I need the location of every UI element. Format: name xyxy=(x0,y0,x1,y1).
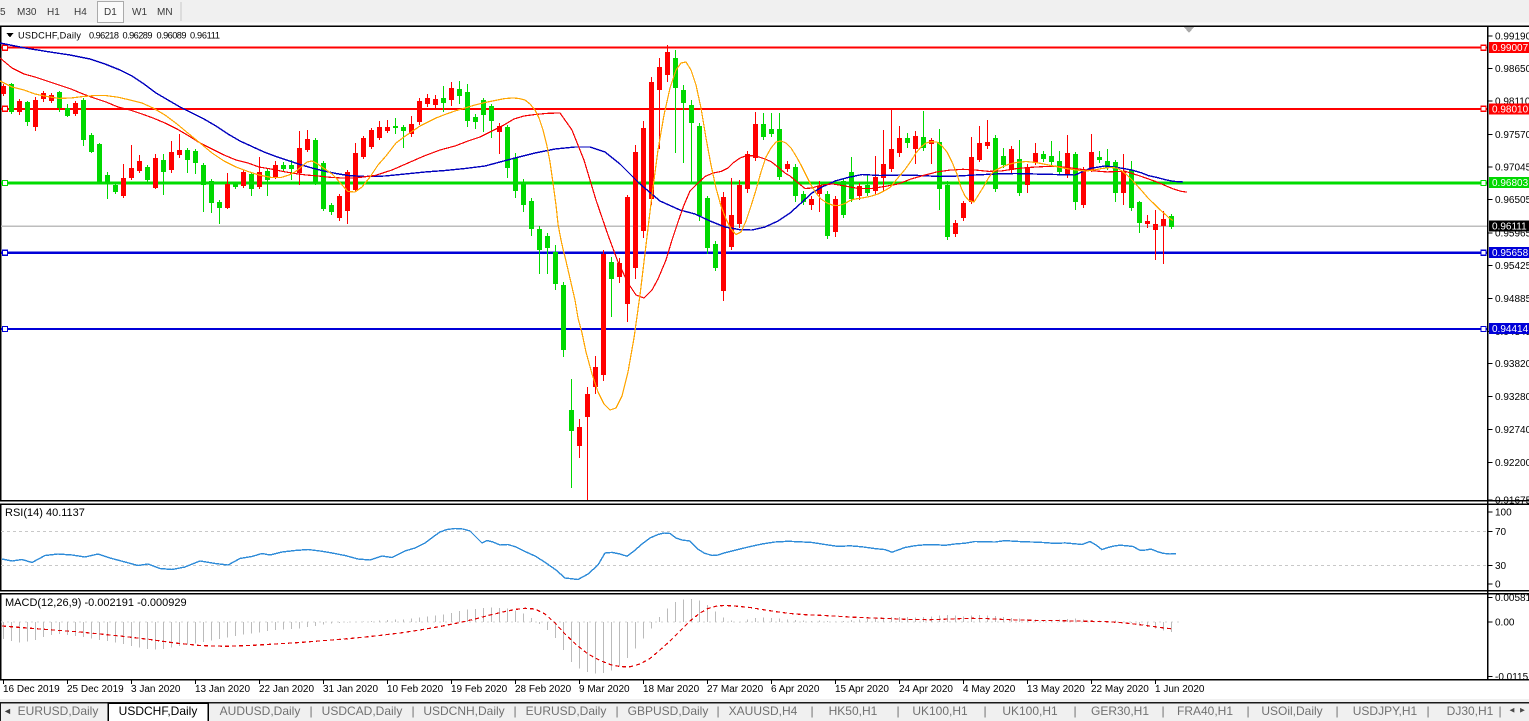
svg-text:|: | xyxy=(1073,704,1076,718)
svg-text:18 Mar 2020: 18 Mar 2020 xyxy=(643,684,700,695)
svg-text:|: | xyxy=(983,704,986,718)
svg-text:30: 30 xyxy=(1495,561,1507,572)
svg-text:100: 100 xyxy=(1495,508,1512,519)
svg-text:0.96111: 0.96111 xyxy=(190,31,220,41)
svg-text:28 Feb 2020: 28 Feb 2020 xyxy=(515,684,572,695)
svg-text:0.00: 0.00 xyxy=(1495,618,1515,629)
svg-text:25 Dec 2019: 25 Dec 2019 xyxy=(67,684,124,695)
svg-text:3 Jan 2020: 3 Jan 2020 xyxy=(131,684,181,695)
svg-text:0.98650: 0.98650 xyxy=(1495,64,1529,75)
svg-text:0.92740: 0.92740 xyxy=(1495,425,1529,436)
svg-text:22 Jan 2020: 22 Jan 2020 xyxy=(259,684,314,695)
svg-text:0.94885: 0.94885 xyxy=(1495,294,1529,305)
svg-text:13 May 2020: 13 May 2020 xyxy=(1027,684,1085,695)
svg-text:5: 5 xyxy=(0,7,6,18)
svg-text:|: | xyxy=(411,704,414,718)
svg-text:HK50,H1: HK50,H1 xyxy=(829,704,878,718)
svg-text:|: | xyxy=(716,704,719,718)
svg-text:XAUUSD,H4: XAUUSD,H4 xyxy=(729,704,798,718)
svg-text:|: | xyxy=(810,704,813,718)
svg-text:|: | xyxy=(1498,704,1501,718)
svg-text:|: | xyxy=(513,704,516,718)
svg-text:0.91675: 0.91675 xyxy=(1495,496,1529,507)
svg-text:6 Apr 2020: 6 Apr 2020 xyxy=(771,684,820,695)
svg-text:31 Jan 2020: 31 Jan 2020 xyxy=(323,684,378,695)
svg-text:0.99190: 0.99190 xyxy=(1495,31,1529,42)
svg-text:UK100,H1: UK100,H1 xyxy=(1002,704,1058,718)
svg-text:USOil,Daily: USOil,Daily xyxy=(1261,704,1322,718)
svg-text:24 Apr 2020: 24 Apr 2020 xyxy=(899,684,953,695)
svg-text:AUDUSD,Daily: AUDUSD,Daily xyxy=(220,704,301,718)
svg-text:0.96289: 0.96289 xyxy=(123,31,153,41)
svg-text:0: 0 xyxy=(1495,580,1501,591)
svg-text:0.94414: 0.94414 xyxy=(1492,324,1529,335)
svg-text:EURUSD,Daily: EURUSD,Daily xyxy=(526,704,607,718)
svg-text:|: | xyxy=(1246,704,1249,718)
svg-text:►: ► xyxy=(1519,706,1527,715)
svg-text:0.98010: 0.98010 xyxy=(1492,104,1529,115)
svg-text:EURUSD,Daily: EURUSD,Daily xyxy=(18,704,99,718)
svg-text:0.93280: 0.93280 xyxy=(1495,392,1529,403)
svg-text:0.96089: 0.96089 xyxy=(157,31,187,41)
svg-text:|: | xyxy=(309,704,312,718)
svg-text:0.95425: 0.95425 xyxy=(1495,261,1529,272)
svg-text:|: | xyxy=(615,704,618,718)
svg-text:22 May 2020: 22 May 2020 xyxy=(1091,684,1149,695)
svg-text:|: | xyxy=(896,704,899,718)
svg-text:USDCAD,Daily: USDCAD,Daily xyxy=(322,704,403,718)
svg-text:0.95658: 0.95658 xyxy=(1492,248,1529,259)
svg-text:0.005818: 0.005818 xyxy=(1495,593,1529,604)
svg-text:0.96111: 0.96111 xyxy=(1492,221,1527,232)
svg-text:0.92200: 0.92200 xyxy=(1495,458,1529,469)
svg-text:16 Dec 2019: 16 Dec 2019 xyxy=(3,684,60,695)
svg-text:70: 70 xyxy=(1495,527,1507,538)
svg-text:H4: H4 xyxy=(74,7,87,18)
svg-text:27 Mar 2020: 27 Mar 2020 xyxy=(707,684,764,695)
svg-text:19 Feb 2020: 19 Feb 2020 xyxy=(451,684,508,695)
svg-text:◄: ◄ xyxy=(3,706,12,716)
svg-text:0.96505: 0.96505 xyxy=(1495,195,1529,206)
svg-text:0.95965: 0.95965 xyxy=(1495,228,1529,239)
svg-text:0.98110: 0.98110 xyxy=(1495,97,1529,108)
svg-text:9 Mar 2020: 9 Mar 2020 xyxy=(579,684,630,695)
svg-text:D1: D1 xyxy=(104,7,117,18)
svg-text:USDCNH,Daily: USDCNH,Daily xyxy=(423,704,504,718)
svg-text:W1: W1 xyxy=(132,7,147,18)
svg-text:0.96218: 0.96218 xyxy=(89,31,119,41)
svg-text:0.97570: 0.97570 xyxy=(1495,130,1529,141)
svg-text:|: | xyxy=(1335,704,1338,718)
svg-text:GBPUSD,Daily: GBPUSD,Daily xyxy=(628,704,709,718)
svg-text:H1: H1 xyxy=(47,7,60,18)
svg-text:MN: MN xyxy=(157,7,173,18)
svg-text:USDCHF,Daily: USDCHF,Daily xyxy=(119,704,198,718)
svg-text:|: | xyxy=(1161,704,1164,718)
svg-text:FRA40,H1: FRA40,H1 xyxy=(1177,704,1233,718)
svg-text:USDCHF,Daily: USDCHF,Daily xyxy=(18,31,81,41)
svg-text:-0.011514: -0.011514 xyxy=(1495,672,1529,683)
svg-text:MACD(12,26,9) -0.002191 -0.000: MACD(12,26,9) -0.002191 -0.000929 xyxy=(5,597,187,609)
svg-text:0.97045: 0.97045 xyxy=(1495,162,1529,173)
svg-text:GER30,H1: GER30,H1 xyxy=(1091,704,1149,718)
svg-text:4 May 2020: 4 May 2020 xyxy=(963,684,1016,695)
svg-text:◄: ◄ xyxy=(1508,706,1516,715)
svg-text:10 Feb 2020: 10 Feb 2020 xyxy=(387,684,444,695)
svg-text:RSI(14) 40.1137: RSI(14) 40.1137 xyxy=(5,507,85,519)
svg-text:UK100,H1: UK100,H1 xyxy=(912,704,968,718)
svg-text:M30: M30 xyxy=(17,7,37,18)
svg-text:0.93820: 0.93820 xyxy=(1495,359,1529,370)
svg-text:0.99007: 0.99007 xyxy=(1492,43,1529,54)
svg-text:USDJPY,H1: USDJPY,H1 xyxy=(1353,704,1418,718)
svg-text:DJ30,H1: DJ30,H1 xyxy=(1447,704,1494,718)
svg-text:1 Jun 2020: 1 Jun 2020 xyxy=(1155,684,1205,695)
svg-text:13 Jan 2020: 13 Jan 2020 xyxy=(195,684,250,695)
svg-text:15 Apr 2020: 15 Apr 2020 xyxy=(835,684,889,695)
svg-text:0.96803: 0.96803 xyxy=(1492,178,1529,189)
svg-text:|: | xyxy=(1426,704,1429,718)
